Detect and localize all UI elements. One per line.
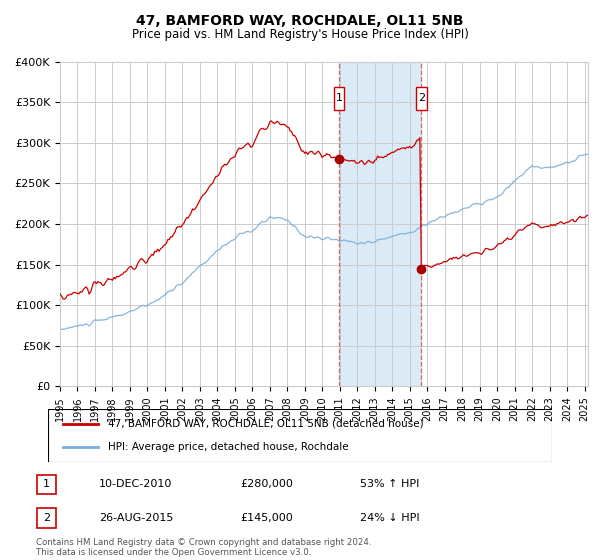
Text: HPI: Average price, detached house, Rochdale: HPI: Average price, detached house, Roch… — [109, 442, 349, 452]
FancyBboxPatch shape — [334, 87, 344, 110]
Text: 1: 1 — [335, 93, 343, 103]
Bar — [339, 62, 421, 386]
Text: 2: 2 — [43, 513, 50, 523]
Text: £145,000: £145,000 — [240, 513, 293, 523]
Text: 1: 1 — [43, 479, 50, 489]
Text: 47, BAMFORD WAY, ROCHDALE, OL11 5NB: 47, BAMFORD WAY, ROCHDALE, OL11 5NB — [136, 14, 464, 28]
Text: 24% ↓ HPI: 24% ↓ HPI — [360, 513, 419, 523]
Text: 26-AUG-2015: 26-AUG-2015 — [99, 513, 173, 523]
Text: £280,000: £280,000 — [240, 479, 293, 489]
Text: Contains HM Land Registry data © Crown copyright and database right 2024.
This d: Contains HM Land Registry data © Crown c… — [36, 538, 371, 557]
Text: 10-DEC-2010: 10-DEC-2010 — [99, 479, 172, 489]
Text: Price paid vs. HM Land Registry's House Price Index (HPI): Price paid vs. HM Land Registry's House … — [131, 28, 469, 41]
Text: 47, BAMFORD WAY, ROCHDALE, OL11 5NB (detached house): 47, BAMFORD WAY, ROCHDALE, OL11 5NB (det… — [109, 419, 424, 429]
Text: 53% ↑ HPI: 53% ↑ HPI — [360, 479, 419, 489]
Text: 2: 2 — [418, 93, 425, 103]
FancyBboxPatch shape — [416, 87, 427, 110]
